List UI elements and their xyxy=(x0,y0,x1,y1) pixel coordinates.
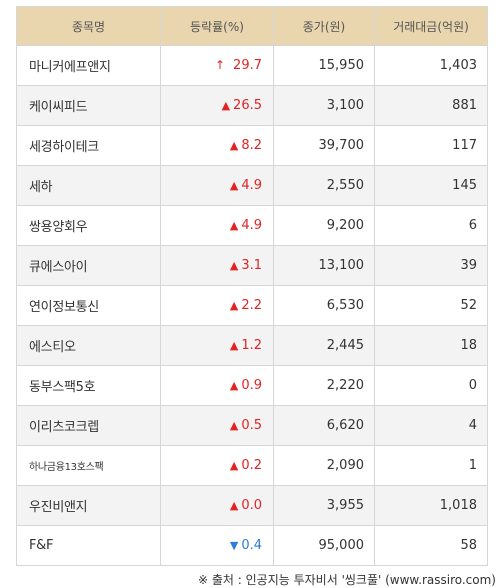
stock-name: F&F xyxy=(16,525,161,566)
stock-name: 에스티오 xyxy=(16,325,161,366)
stock-name: 이리츠코크렙 xyxy=(16,405,161,446)
up-arrow-icon: ↑ xyxy=(214,58,226,72)
down-triangle-icon: ▼ xyxy=(229,539,239,552)
change-rate: 26.5 xyxy=(233,98,262,113)
close-price: 95,000 xyxy=(273,525,375,566)
close-price: 2,550 xyxy=(273,165,375,206)
up-triangle-icon: ▲ xyxy=(229,419,239,432)
trade-value: 39 xyxy=(374,245,488,286)
close-price: 3,100 xyxy=(273,85,375,126)
close-price: 13,100 xyxy=(273,245,375,286)
table-row: 케이씨피드 ▲ 26.5 3,100 881 xyxy=(16,85,488,126)
trade-value: 1,018 xyxy=(374,485,488,526)
up-triangle-icon: ▲ xyxy=(229,299,239,312)
stock-name: 연이정보통신 xyxy=(16,285,161,326)
table-row: 큐에스아이 ▲ 3.1 13,100 39 xyxy=(16,245,488,286)
stock-name: 케이씨피드 xyxy=(16,85,161,126)
trade-value: 0 xyxy=(374,365,488,406)
up-triangle-icon: ▲ xyxy=(229,379,239,392)
trade-value: 145 xyxy=(374,165,488,206)
change-rate: 3.1 xyxy=(241,258,262,273)
up-triangle-icon: ▲ xyxy=(229,459,239,472)
change-rate-cell: ▲ 0.2 xyxy=(160,445,274,486)
close-price: 6,620 xyxy=(273,405,375,446)
table-row: 우진비앤지 ▲ 0.0 3,955 1,018 xyxy=(16,485,488,526)
trade-value: 1 xyxy=(374,445,488,486)
close-price: 15,950 xyxy=(273,45,375,86)
stock-table: 종목명 등락률(%) 종가(원) 거래대금(억원) 마니커에프앤지 ↑ 29.7 … xyxy=(16,6,488,566)
table-row: F&F ▼ 0.4 95,000 58 xyxy=(16,525,488,566)
table-row: 연이정보통신 ▲ 2.2 6,530 52 xyxy=(16,285,488,326)
header-change-rate: 등락률(%) xyxy=(160,6,274,46)
change-rate: 4.9 xyxy=(241,218,262,233)
table-row: 마니커에프앤지 ↑ 29.7 15,950 1,403 xyxy=(16,45,488,86)
change-rate-cell: ▼ 0.4 xyxy=(160,525,274,566)
trade-value: 18 xyxy=(374,325,488,366)
header-close-price: 종가(원) xyxy=(273,6,375,46)
table-row: 이리츠코크렙 ▲ 0.5 6,620 4 xyxy=(16,405,488,446)
change-rate-cell: ▲ 26.5 xyxy=(160,85,274,126)
stock-name: 큐에스아이 xyxy=(16,245,161,286)
table-row: 에스티오 ▲ 1.2 2,445 18 xyxy=(16,325,488,366)
change-rate: 0.9 xyxy=(241,378,262,393)
up-triangle-icon: ▲ xyxy=(221,99,231,112)
source-credit: ※ 출처 : 인공지능 투자비서 '씽크풀' (www.rassiro.com) xyxy=(198,573,496,587)
up-triangle-icon: ▲ xyxy=(229,139,239,152)
stock-name: 마니커에프앤지 xyxy=(16,45,161,86)
change-rate-cell: ▲ 4.9 xyxy=(160,205,274,246)
stock-name: 우진비앤지 xyxy=(16,485,161,526)
table-row: 하나금융13호스팩 ▲ 0.2 2,090 1 xyxy=(16,445,488,486)
change-rate-cell: ▲ 8.2 xyxy=(160,125,274,166)
change-rate-cell: ▲ 0.0 xyxy=(160,485,274,526)
table-row: 세경하이테크 ▲ 8.2 39,700 117 xyxy=(16,125,488,166)
change-rate: 2.2 xyxy=(241,298,262,313)
change-rate-cell: ▲ 4.9 xyxy=(160,165,274,206)
trade-value: 58 xyxy=(374,525,488,566)
change-rate-cell: ↑ 29.7 xyxy=(160,45,274,86)
table-row: 쌍용양회우 ▲ 4.9 9,200 6 xyxy=(16,205,488,246)
stock-name: 쌍용양회우 xyxy=(16,205,161,246)
change-rate: 0.5 xyxy=(241,418,262,433)
table-row: 동부스팩5호 ▲ 0.9 2,220 0 xyxy=(16,365,488,406)
change-rate: 8.2 xyxy=(241,138,262,153)
change-rate-cell: ▲ 1.2 xyxy=(160,325,274,366)
stock-name: 세경하이테크 xyxy=(16,125,161,166)
trade-value: 881 xyxy=(374,85,488,126)
stock-name: 세하 xyxy=(16,165,161,206)
header-trade-value: 거래대금(억원) xyxy=(374,6,488,46)
close-price: 6,530 xyxy=(273,285,375,326)
header-stock-name: 종목명 xyxy=(16,6,161,46)
change-rate-cell: ▲ 2.2 xyxy=(160,285,274,326)
close-price: 2,445 xyxy=(273,325,375,366)
trade-value: 4 xyxy=(374,405,488,446)
change-rate: 0.2 xyxy=(241,458,262,473)
trade-value: 117 xyxy=(374,125,488,166)
change-rate-cell: ▲ 3.1 xyxy=(160,245,274,286)
stock-name: 동부스팩5호 xyxy=(16,365,161,406)
up-triangle-icon: ▲ xyxy=(229,499,239,512)
close-price: 2,220 xyxy=(273,365,375,406)
close-price: 9,200 xyxy=(273,205,375,246)
change-rate: 1.2 xyxy=(241,338,262,353)
stock-name: 하나금융13호스팩 xyxy=(16,445,161,486)
change-rate: 4.9 xyxy=(241,178,262,193)
trade-value: 6 xyxy=(374,205,488,246)
up-triangle-icon: ▲ xyxy=(229,219,239,232)
close-price: 2,090 xyxy=(273,445,375,486)
up-triangle-icon: ▲ xyxy=(229,179,239,192)
table-row: 세하 ▲ 4.9 2,550 145 xyxy=(16,165,488,206)
up-triangle-icon: ▲ xyxy=(229,339,239,352)
close-price: 39,700 xyxy=(273,125,375,166)
close-price: 3,955 xyxy=(273,485,375,526)
change-rate: 0.0 xyxy=(241,498,262,513)
up-triangle-icon: ▲ xyxy=(229,259,239,272)
change-rate-cell: ▲ 0.9 xyxy=(160,365,274,406)
table-header-row: 종목명 등락률(%) 종가(원) 거래대금(억원) xyxy=(16,6,488,46)
trade-value: 1,403 xyxy=(374,45,488,86)
change-rate: 29.7 xyxy=(233,58,262,73)
trade-value: 52 xyxy=(374,285,488,326)
change-rate: 0.4 xyxy=(241,538,262,553)
change-rate-cell: ▲ 0.5 xyxy=(160,405,274,446)
